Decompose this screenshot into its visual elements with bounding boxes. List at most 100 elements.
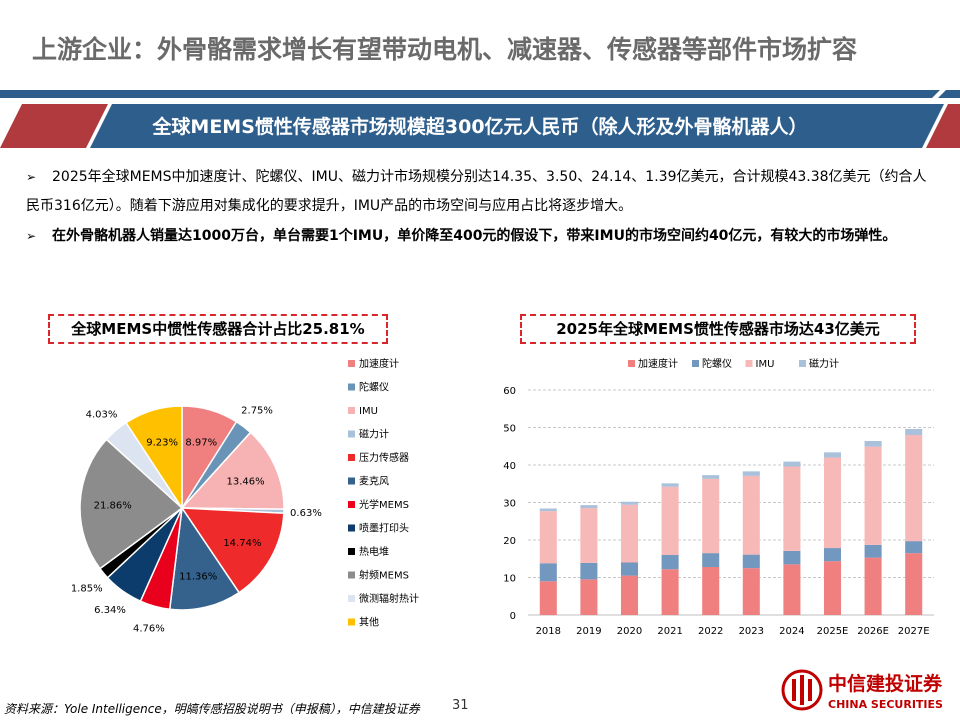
- pie-data-label: 4.76%: [133, 623, 165, 634]
- y-tick-label: 60: [503, 386, 516, 397]
- legend-swatch: [348, 477, 355, 485]
- page-title: 上游企业：外骨骼需求增长有望带动电机、减速器、传感器等部件市场扩容: [32, 35, 858, 64]
- legend-swatch: [348, 407, 355, 414]
- bar-segment: [864, 446, 882, 545]
- legend-swatch: [348, 595, 355, 602]
- bar-segment: [742, 471, 760, 476]
- logo-text-cn: 中信建投证券: [828, 672, 943, 695]
- pie-data-label: 14.74%: [223, 538, 261, 549]
- bar-segment: [580, 508, 598, 563]
- legend-label: 压力传感器: [359, 451, 409, 464]
- bar-segment: [661, 569, 679, 615]
- x-tick-label: 2027E: [898, 626, 930, 637]
- legend-swatch: [348, 430, 355, 438]
- pie-data-label: 13.46%: [227, 476, 265, 487]
- logo-text-en: CHINA SECURITIES: [828, 698, 943, 711]
- pie-slice: [79, 438, 184, 570]
- legend-swatch: [348, 383, 355, 391]
- bar-segment: [580, 579, 598, 615]
- legend-label: 喷墨打印头: [359, 522, 409, 535]
- pie-data-label: 11.36%: [179, 571, 217, 582]
- y-tick-label: 40: [503, 461, 516, 472]
- page-number: 31: [452, 698, 469, 713]
- bar-segment: [539, 563, 557, 582]
- bar-segment: [864, 557, 882, 615]
- bar-segment: [742, 568, 760, 615]
- legend-label: IMU: [359, 406, 378, 417]
- pie-slice: [180, 431, 285, 510]
- bar-segment: [783, 466, 801, 551]
- y-tick-label: 0: [510, 611, 516, 622]
- pie-data-label: 0.63%: [290, 508, 322, 519]
- banner-accent-right: [926, 104, 960, 148]
- legend-label: 陀螺仪: [702, 357, 732, 370]
- bar-segment: [702, 478, 720, 554]
- banner-accent-left: [0, 104, 108, 148]
- y-tick-label: 30: [503, 499, 516, 510]
- x-tick-label: 2021: [657, 626, 682, 637]
- bar-segment: [823, 561, 842, 615]
- legend-swatch: [348, 501, 355, 508]
- bar-segment: [702, 567, 720, 615]
- legend-swatch: [348, 571, 355, 579]
- bar-segment: [539, 581, 557, 615]
- legend-label: 麦克风: [359, 476, 389, 488]
- pie-slice: [180, 507, 285, 594]
- bar-segment: [580, 505, 598, 509]
- legend-swatch: [692, 360, 699, 367]
- legend-swatch: [348, 360, 355, 367]
- legend-label: 射频MEMS: [359, 569, 409, 582]
- y-tick-label: 10: [503, 574, 516, 585]
- bar-segment: [905, 541, 923, 554]
- bar-segment: [864, 441, 882, 447]
- pie-data-label: 8.97%: [185, 437, 217, 448]
- bar-segment: [905, 435, 923, 542]
- pie-data-label: 1.85%: [71, 583, 103, 594]
- pie-slice: [125, 405, 183, 511]
- legend-label: 加速度计: [638, 357, 678, 370]
- legend-label: 热电堆: [359, 545, 389, 558]
- title-divider-bar: [0, 90, 940, 98]
- x-tick-label: 2023: [739, 626, 764, 637]
- bar-segment: [620, 504, 639, 563]
- banner-bar: [90, 104, 944, 148]
- pie-data-label: 2.75%: [241, 405, 273, 416]
- x-tick-label: 2018: [536, 626, 561, 637]
- bar-segment: [783, 564, 801, 615]
- company-logo: 中信建投证券 CHINA SECURITIES: [781, 669, 943, 711]
- pie-data-label: 21.86%: [94, 500, 132, 511]
- pie-data-label: 6.34%: [94, 605, 126, 616]
- bullet-marker-icon: ➢: [26, 229, 37, 243]
- y-tick-label: 50: [503, 424, 516, 435]
- bar-segment: [742, 554, 760, 569]
- bar-segment: [539, 508, 557, 512]
- legend-label: 其他: [359, 616, 379, 629]
- bar-segment: [620, 501, 639, 505]
- x-tick-label: 2026E: [857, 626, 889, 637]
- bar-segment: [905, 429, 923, 435]
- bar-segment: [661, 486, 679, 555]
- bar-segment: [580, 562, 598, 580]
- bar-segment: [702, 553, 720, 567]
- bar-segment: [783, 461, 801, 467]
- bar-chart-title: 2025年全球MEMS惯性传感器市场达43亿美元: [520, 314, 916, 344]
- legend-label: 陀螺仪: [359, 381, 389, 394]
- legend-label: 磁力计: [359, 428, 389, 441]
- x-tick-label: 2024: [779, 626, 804, 637]
- legend-swatch: [348, 454, 355, 461]
- title-divider-tail: [938, 90, 960, 98]
- x-tick-label: 2025E: [817, 626, 849, 637]
- bar-segment: [539, 511, 557, 564]
- bar-segment: [823, 548, 842, 562]
- x-tick-label: 2022: [698, 626, 723, 637]
- x-tick-label: 2019: [576, 626, 601, 637]
- logo-emblem-icon: [781, 669, 823, 711]
- stacked-bar-chart: 0 10 20 30 40 50 60 2018 2019 2020 2021 2022 2023 202…: [503, 357, 934, 637]
- bullet-text: 在外骨骼机器人销量达1000万台，单台需要1个IMU，单价降至400元的假设下，…: [52, 228, 897, 244]
- bar-segment: [864, 544, 882, 558]
- bar-segment: [661, 483, 679, 487]
- legend-label: 光学MEMS: [359, 498, 409, 511]
- legend-swatch: [628, 360, 635, 367]
- bar-segment: [783, 550, 801, 565]
- pie-data-label: 9.23%: [146, 438, 178, 449]
